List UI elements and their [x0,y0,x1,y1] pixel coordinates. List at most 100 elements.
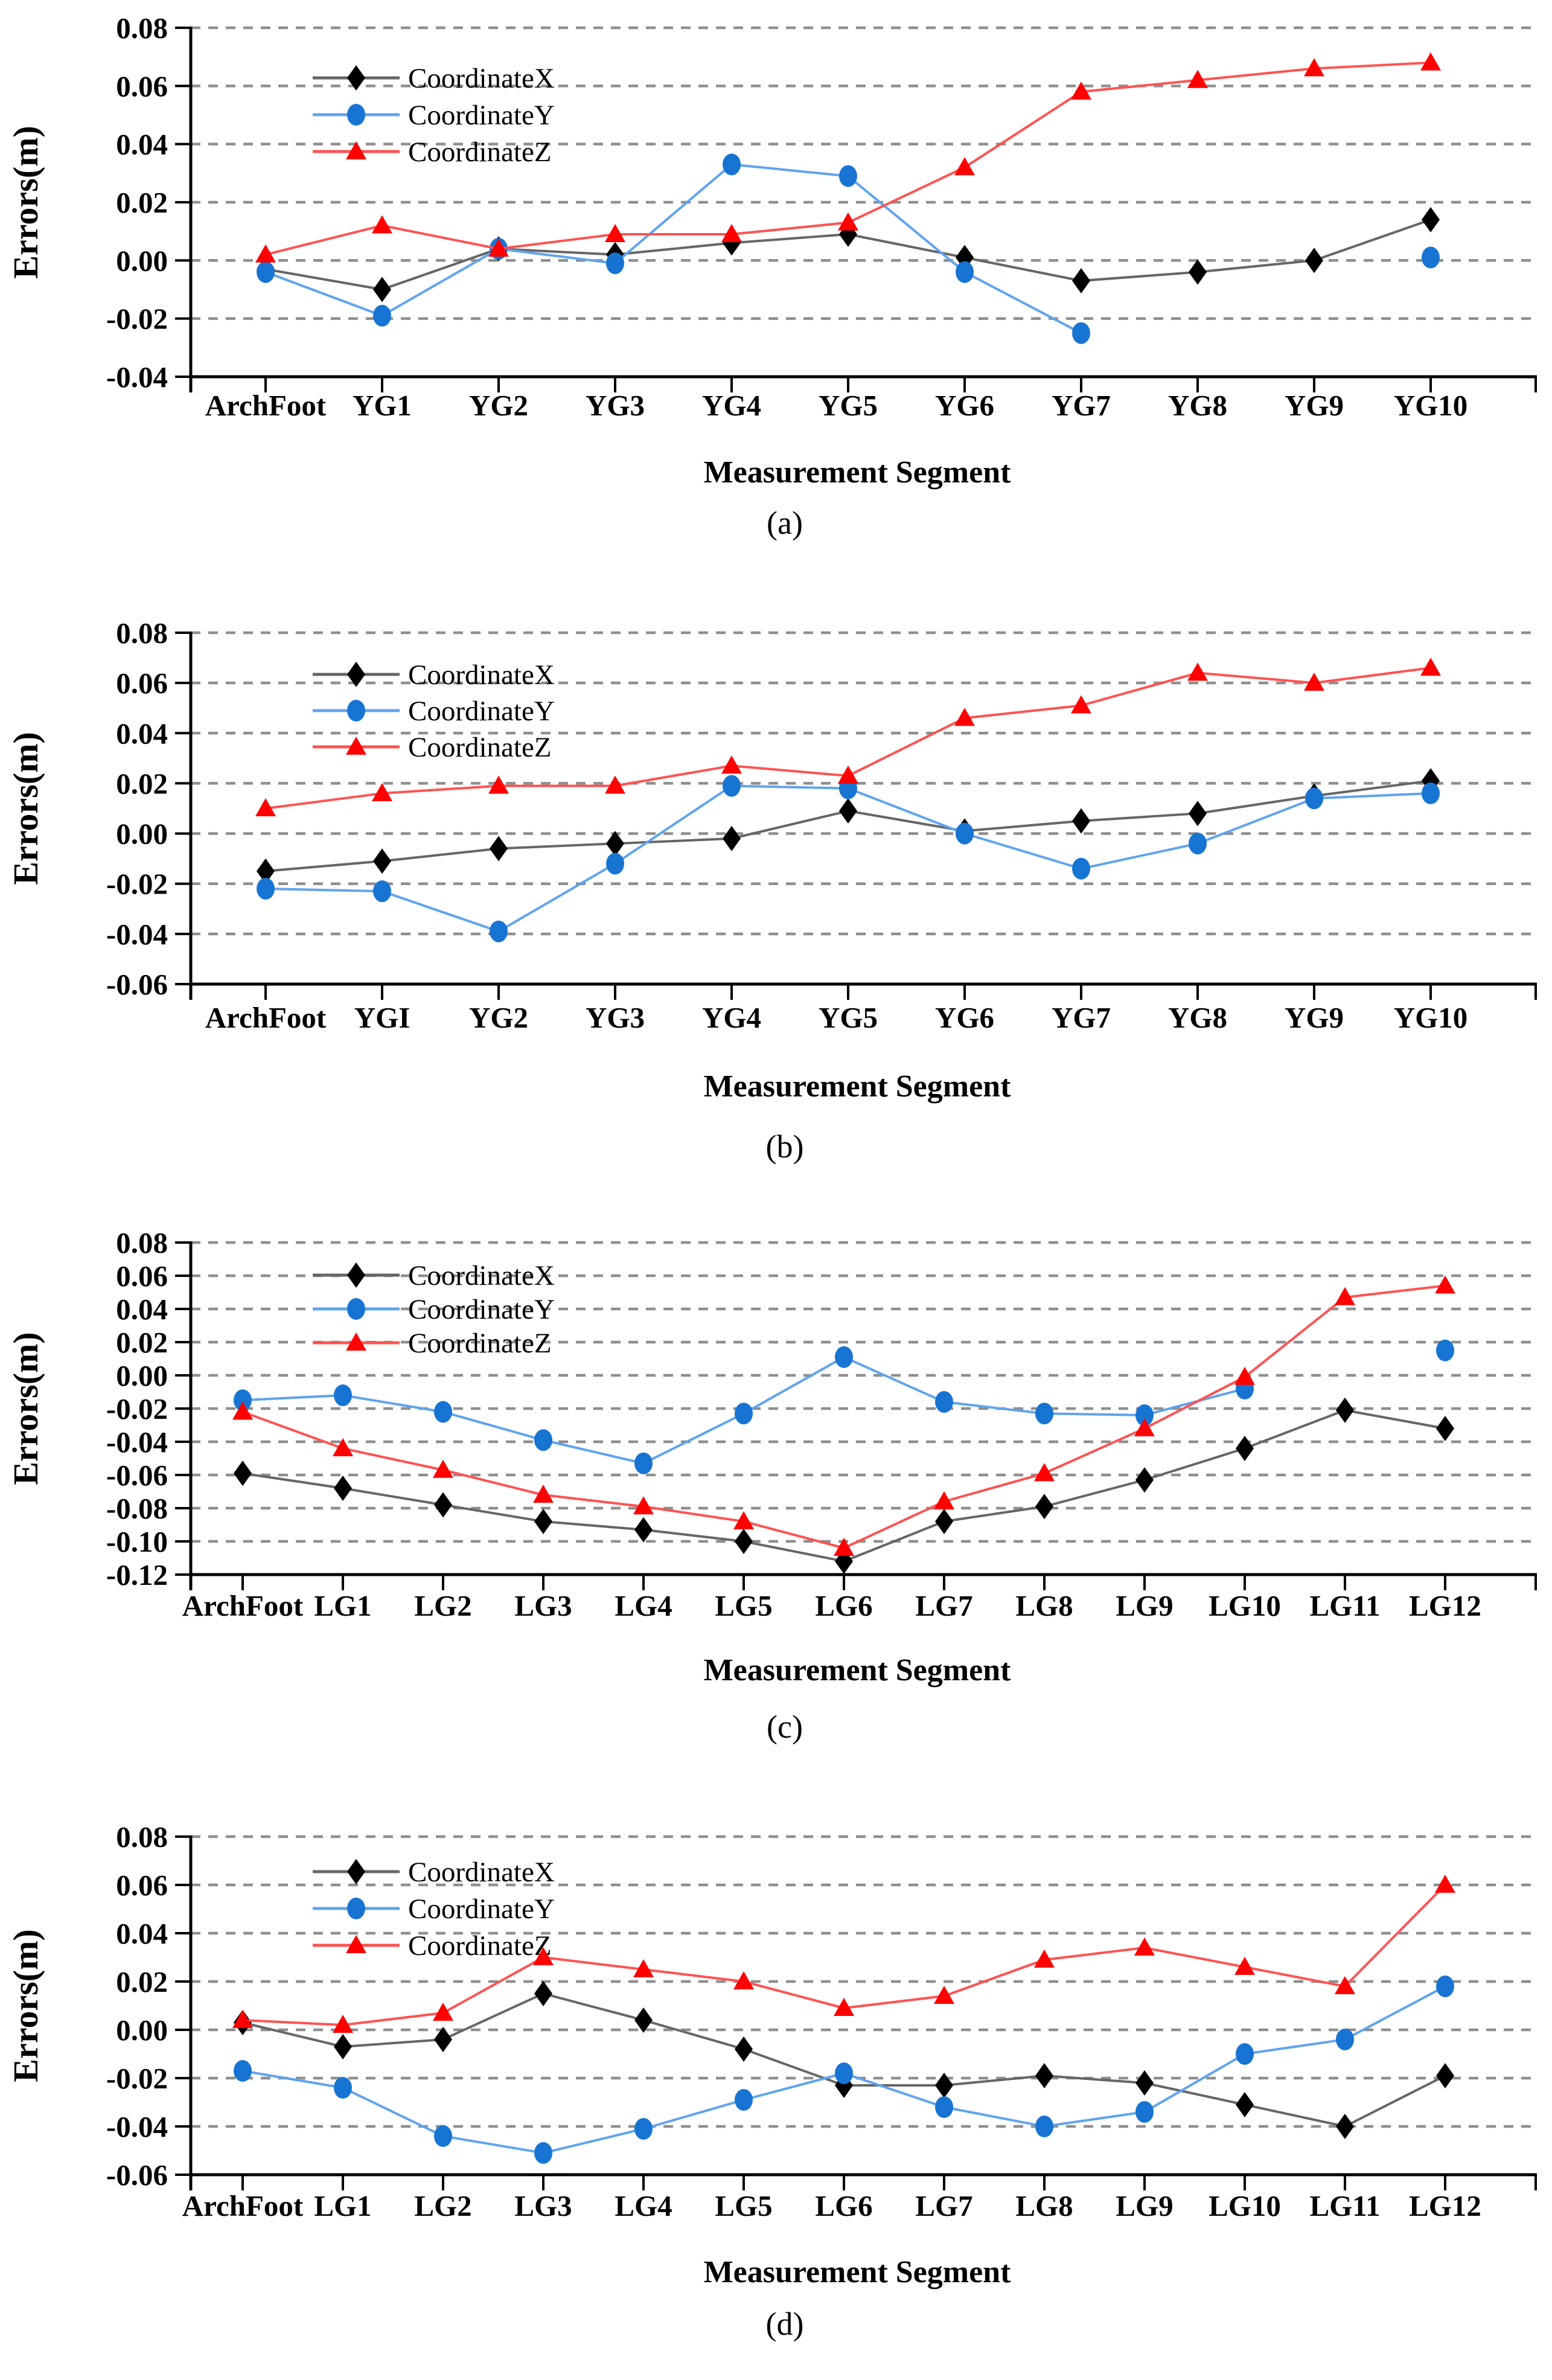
x-tick-label: YG4 [702,1001,761,1034]
triangle-marker [232,1401,253,1420]
diamond-marker [347,1262,365,1288]
axes [189,632,1537,1000]
x-tick-label: LG7 [915,2189,972,2222]
x-tick-label: LG6 [815,1589,872,1622]
circle-marker [839,165,857,187]
triangle-marker [954,157,975,176]
legend-label: CoordinateX [408,63,555,94]
x-tick-label: YG2 [469,1001,528,1034]
triangle-marker [605,223,625,242]
circle-marker [534,2142,552,2164]
triangle-marker [488,775,509,794]
diamond-marker [723,825,741,851]
y-tick-label: -0.02 [106,2062,168,2095]
diamond-marker [1072,808,1090,834]
diamond-marker [490,836,508,862]
series-CoordinateY [234,1339,1454,1474]
circle-marker [634,1452,653,1474]
triangle-marker [533,1947,554,1965]
y-tick-label: 0.08 [116,11,168,45]
triangle-marker [346,141,366,159]
triangle-marker [1034,1950,1055,1968]
triangle-marker [346,1935,366,1953]
y-tick-label: 0.04 [116,1293,168,1326]
triangle-marker [633,1959,654,1977]
diamond-marker [1236,2092,1254,2117]
y-tick-label: -0.10 [106,1525,168,1558]
legend-label: CoordinateZ [408,732,552,763]
triangle-marker [1187,662,1208,681]
series-CoordinateZ [255,657,1441,816]
circle-marker [234,1389,252,1412]
circle-marker [347,1898,365,1919]
triangle-marker [721,755,742,774]
legend-label: CoordinateY [408,100,555,131]
x-tick-label: LG3 [514,2189,572,2222]
triangle-marker [232,2010,253,2028]
legend-label: CoordinateY [408,696,555,727]
x-tick-label: YG9 [1285,1001,1344,1034]
diamond-marker [347,65,365,91]
x-tick-label: ArchFoot [205,1001,327,1034]
x-tick-label: YG2 [469,389,528,422]
axes [189,1241,1537,1590]
gridlines: 0.080.060.040.020.00-0.02-0.04-0.06-0.08… [106,1226,1537,1591]
triangle-marker [255,244,276,263]
chart-a: 0.08 0.06 0.04 0.02 0.00 -0.02 -0.04 ArchFoot YG… [6,11,1537,541]
triangle-marker [1134,1937,1155,1956]
x-tick-label: YG3 [586,389,645,422]
y-tick-label: 0.02 [116,1965,168,1998]
diamond-marker [935,2073,953,2098]
series-CoordinateZ [232,1875,1455,2033]
circle-marker [956,822,974,845]
circle-marker [606,252,624,275]
circle-marker [835,1346,853,1368]
circle-marker [257,261,275,283]
triangle-marker [733,1971,754,1989]
circle-marker [1072,322,1090,344]
y-tick-label: 0.08 [116,1820,168,1854]
circle-marker [1035,1403,1053,1425]
triangle-marker [372,215,392,234]
triangle-marker [834,1998,854,2016]
y-tick-label: 0.06 [116,1869,168,1902]
circle-marker [434,2125,452,2147]
circle-marker [1436,1339,1454,1361]
diamond-marker [373,848,391,874]
x-categories: ArchFoot LG1 LG2 LG3 LG4 LG5 LG6 LG7 LG8 LG9 LG10 L… [182,2175,1537,2222]
y-tick-label: -0.04 [106,918,168,951]
x-tick-label: LG5 [715,2189,772,2222]
circle-marker [347,700,365,721]
x-axis-title: Measurement Segment [704,2255,1011,2289]
y-tick-label: -0.06 [106,968,168,1001]
circle-marker [334,2077,352,2099]
y-tick-label: -0.04 [106,2110,168,2143]
x-tick-label: LG4 [615,2189,672,2222]
circle-marker [735,1403,753,1425]
y-tick-label: 0.08 [116,1226,168,1259]
x-tick-label: LG4 [615,1589,672,1622]
circle-marker [434,1401,452,1423]
circle-marker [606,853,624,875]
y-tick-label: 0.00 [116,1359,168,1392]
triangle-marker [533,1485,554,1503]
x-tick-label: YG4 [702,389,761,422]
axes [189,1835,1537,2190]
triangle-marker [838,212,858,231]
circle-marker [1189,833,1207,855]
circle-marker [956,261,974,283]
triangle-marker [633,1496,654,1515]
y-tick-label: -0.02 [106,302,168,336]
diamond-marker [534,1981,552,2006]
triangle-marker [1304,673,1324,691]
diamond-marker [1035,1494,1053,1520]
y-tick-label: -0.06 [106,1459,168,1492]
y-axis-title: Errors(m) [6,126,45,278]
diamond-marker [1436,1416,1454,1441]
x-tick-label: LG8 [1015,1589,1073,1622]
diamond-marker [1135,1467,1154,1493]
x-tick-label: YG3 [586,1001,645,1034]
legend-label: CoordinateY [408,1294,555,1325]
triangle-marker [488,238,509,257]
